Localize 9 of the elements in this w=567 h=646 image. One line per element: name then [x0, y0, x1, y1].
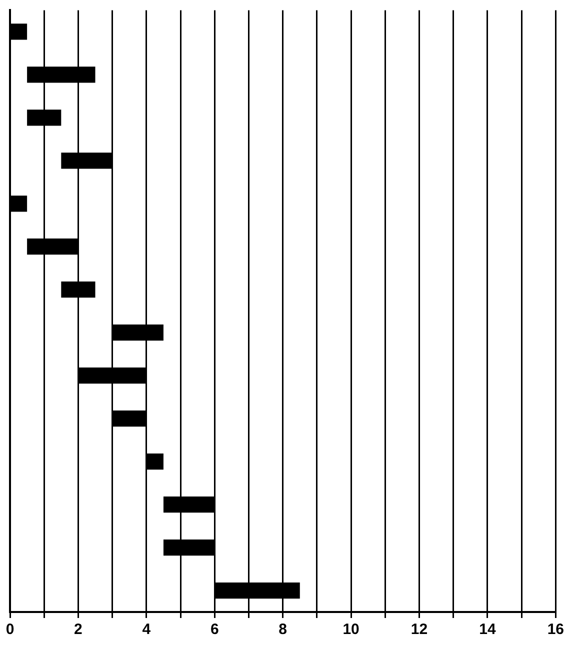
- x-tick-label: 14: [479, 621, 496, 638]
- x-tick-label: 10: [342, 621, 360, 638]
- x-tick-label: 12: [410, 621, 428, 638]
- x-tick-label: 8: [278, 621, 287, 638]
- x-tick-label: 6: [210, 621, 219, 638]
- x-tick-label: 4: [142, 621, 152, 638]
- x-tick-label: 0: [6, 621, 14, 638]
- x-tick-label: 2: [74, 621, 82, 638]
- x-tick-label: 16: [547, 621, 564, 638]
